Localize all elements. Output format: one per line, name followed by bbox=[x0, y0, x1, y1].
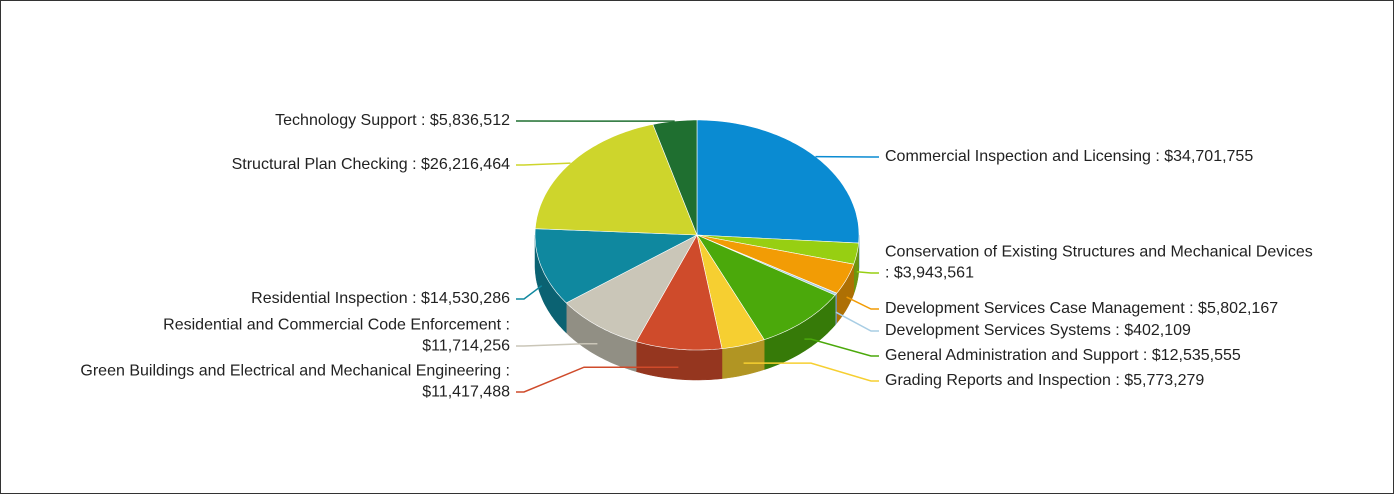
leader-line bbox=[516, 366, 679, 393]
slice bbox=[696, 234, 765, 349]
slice bbox=[696, 234, 836, 340]
leader-line bbox=[516, 285, 543, 300]
data-label: Development Services Systems : $402,109 bbox=[885, 322, 1191, 339]
slice bbox=[635, 234, 723, 351]
leader-line bbox=[516, 162, 571, 166]
labels: Commercial Inspection and Licensing : $3… bbox=[80, 112, 1312, 401]
slice bbox=[534, 228, 698, 304]
data-label: Development Services Case Management : $… bbox=[885, 300, 1278, 317]
data-label: Grading Reports and Inspection : $5,773,… bbox=[885, 372, 1204, 389]
data-label: Technology Support : $5,836,512 bbox=[275, 112, 510, 129]
slice bbox=[696, 234, 854, 294]
leader-line bbox=[516, 342, 598, 347]
data-label: Structural Plan Checking : $26,216,464 bbox=[232, 156, 511, 173]
data-label: $11,417,488 bbox=[422, 384, 510, 401]
leader-line bbox=[846, 296, 879, 310]
slice bbox=[566, 234, 698, 342]
leader-line bbox=[835, 311, 879, 332]
leader-line bbox=[743, 362, 879, 382]
pie-sides bbox=[534, 235, 860, 381]
leader-line bbox=[856, 270, 879, 274]
data-label: Conservation of Existing Structures and … bbox=[885, 244, 1313, 261]
data-label: : $3,943,561 bbox=[885, 265, 974, 282]
leader-line bbox=[804, 338, 879, 357]
pie-tops bbox=[534, 119, 860, 351]
data-label: General Administration and Support : $12… bbox=[885, 347, 1241, 364]
data-label: Commercial Inspection and Licensing : $3… bbox=[885, 148, 1253, 165]
data-label: Residential Inspection : $14,530,286 bbox=[251, 290, 510, 307]
data-label: $11,714,256 bbox=[422, 338, 510, 355]
data-label: Green Buildings and Electrical and Mecha… bbox=[80, 363, 510, 380]
data-label: Residential and Commercial Code Enforcem… bbox=[163, 317, 510, 334]
